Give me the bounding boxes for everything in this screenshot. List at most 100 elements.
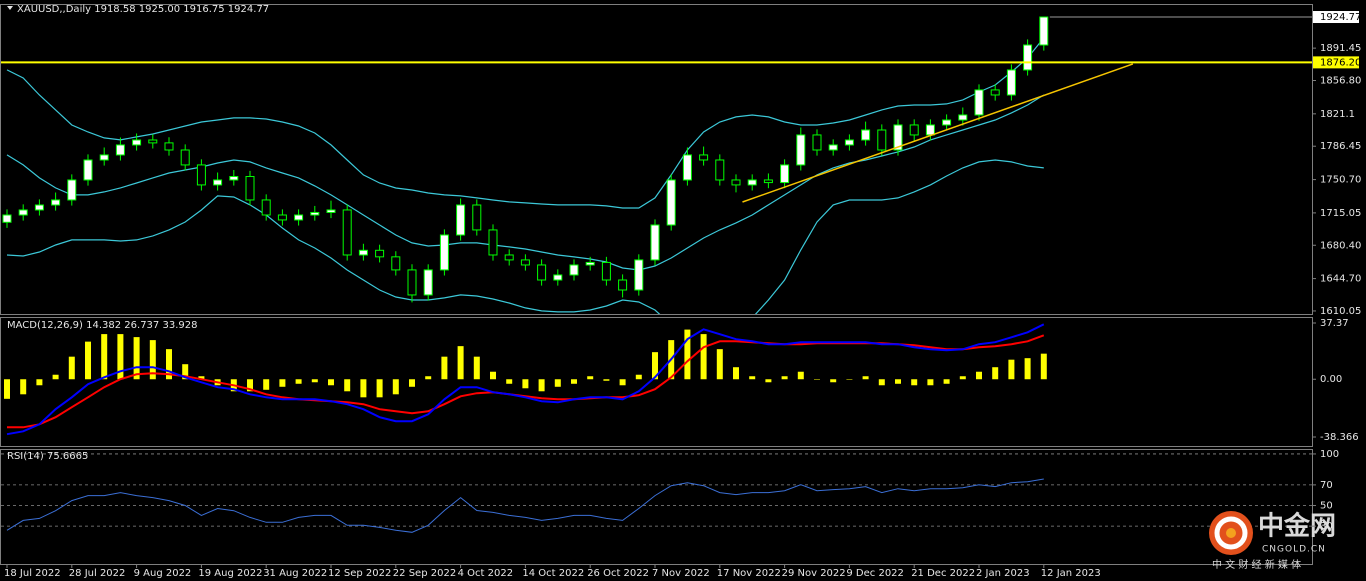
candle-body <box>682 154 692 181</box>
x-tick-label: 29 Nov 2022 <box>782 568 846 579</box>
price-panel <box>0 4 1313 315</box>
y-tick-label: -38.366 <box>1320 432 1359 443</box>
candle-body <box>342 209 352 256</box>
watermark-slogan: 中 文 财 经 新 媒 体 <box>1212 558 1301 571</box>
macd-bar <box>166 349 172 380</box>
macd-bar <box>765 379 772 383</box>
macd-bar <box>279 379 286 387</box>
candle-body <box>132 139 142 146</box>
macd-bar <box>198 376 205 380</box>
macd-bar <box>328 379 334 386</box>
candle-body <box>861 129 871 141</box>
watermark-title: 中金网 <box>1258 511 1336 542</box>
macd-bar <box>490 371 496 380</box>
y-tick-label: 30 <box>1320 521 1333 532</box>
candle-body <box>618 279 628 291</box>
y-tick-label: 1786.45 <box>1320 141 1361 152</box>
macd-bar <box>749 376 756 380</box>
macd-bar <box>85 341 91 380</box>
last-price-label: 1924.77 <box>1320 12 1361 23</box>
candle-body <box>699 154 709 161</box>
macd-bar <box>425 376 432 380</box>
candle-body <box>569 264 579 276</box>
x-tick-label: 31 Aug 2022 <box>263 568 327 579</box>
candle-body <box>99 154 109 161</box>
hline-label-box <box>1313 56 1359 69</box>
y-tick-label: 50 <box>1320 501 1333 512</box>
price-title: XAUUSD,,Daily 1918.58 1925.00 1916.75 19… <box>17 4 269 15</box>
candle-body <box>18 209 28 216</box>
candle-body <box>34 204 44 211</box>
x-tick-label: 21 Dec 2022 <box>911 568 975 579</box>
y-tick-label: 100 <box>1320 449 1339 460</box>
candle-body <box>780 164 790 184</box>
macd-bar <box>360 379 367 398</box>
candle-body <box>472 204 482 231</box>
macd-bar <box>1008 359 1015 380</box>
macd-bar <box>457 346 464 380</box>
macd-bar <box>814 379 820 380</box>
macd-bar <box>149 340 156 380</box>
y-tick-label: 70 <box>1320 480 1333 491</box>
candle-body <box>763 179 773 184</box>
x-tick-label: 4 Oct 2022 <box>458 568 513 579</box>
macd-main <box>6 323 1045 436</box>
x-tick-label: 9 Dec 2022 <box>846 568 904 579</box>
candle-body <box>439 234 449 271</box>
macd-bar <box>506 379 513 384</box>
y-tick-label: 1680.40 <box>1320 240 1361 251</box>
macd-bar <box>976 371 982 380</box>
candle-body <box>504 254 514 261</box>
candle-body <box>2 214 12 223</box>
candle-body <box>67 179 77 201</box>
macd-bar <box>554 379 561 387</box>
y-tick-label: 1715.05 <box>1320 208 1361 219</box>
candle-body <box>115 144 125 156</box>
macd-bar <box>538 379 545 392</box>
candle-body <box>407 269 417 296</box>
candle-body <box>796 134 806 166</box>
macd-bar <box>635 374 642 380</box>
candle-body <box>375 249 385 258</box>
candle-body <box>958 114 968 121</box>
macd-bar <box>830 379 837 383</box>
x-tick-label: 22 Sep 2022 <box>393 568 456 579</box>
candle-body <box>358 249 368 256</box>
macd-bar <box>603 379 610 381</box>
x-tick-label: 17 Nov 2022 <box>717 568 781 579</box>
candle-body <box>83 159 93 181</box>
menu-arrow <box>7 6 13 10</box>
candle-body <box>893 124 903 151</box>
x-tick-label: 2 Jan 2023 <box>976 568 1030 579</box>
macd-bar <box>182 364 189 380</box>
macd-bar <box>522 379 529 389</box>
candle-body <box>974 89 984 116</box>
x-tick-label: 28 Jul 2022 <box>69 568 126 579</box>
macd-bar <box>878 379 885 386</box>
macd-bar <box>1024 358 1031 380</box>
macd-bar <box>441 356 448 380</box>
macd-bar <box>895 379 901 384</box>
watermark-site: CNGOLD.CN <box>1262 545 1326 555</box>
macd-panel <box>0 317 1313 447</box>
macd-bar <box>52 374 59 380</box>
macd-bar <box>117 334 124 380</box>
candle-body <box>634 259 644 291</box>
rsi-title: RSI(14) 75.6665 <box>7 451 88 462</box>
y-tick-label: 37.37 <box>1320 318 1349 329</box>
macd-bar <box>571 379 577 384</box>
x-tick-label: 9 Aug 2022 <box>134 568 192 579</box>
candle-body <box>844 139 854 146</box>
candle-body <box>1006 69 1016 96</box>
candle-body <box>423 269 433 296</box>
last-price-box <box>1313 11 1359 24</box>
candle-body <box>925 124 935 136</box>
macd-bar <box>619 379 626 386</box>
macd-bar <box>20 379 27 395</box>
macd-bar <box>587 376 594 380</box>
candle-body <box>180 149 190 166</box>
logo-dot <box>1226 528 1236 538</box>
band-upper <box>6 37 1045 209</box>
